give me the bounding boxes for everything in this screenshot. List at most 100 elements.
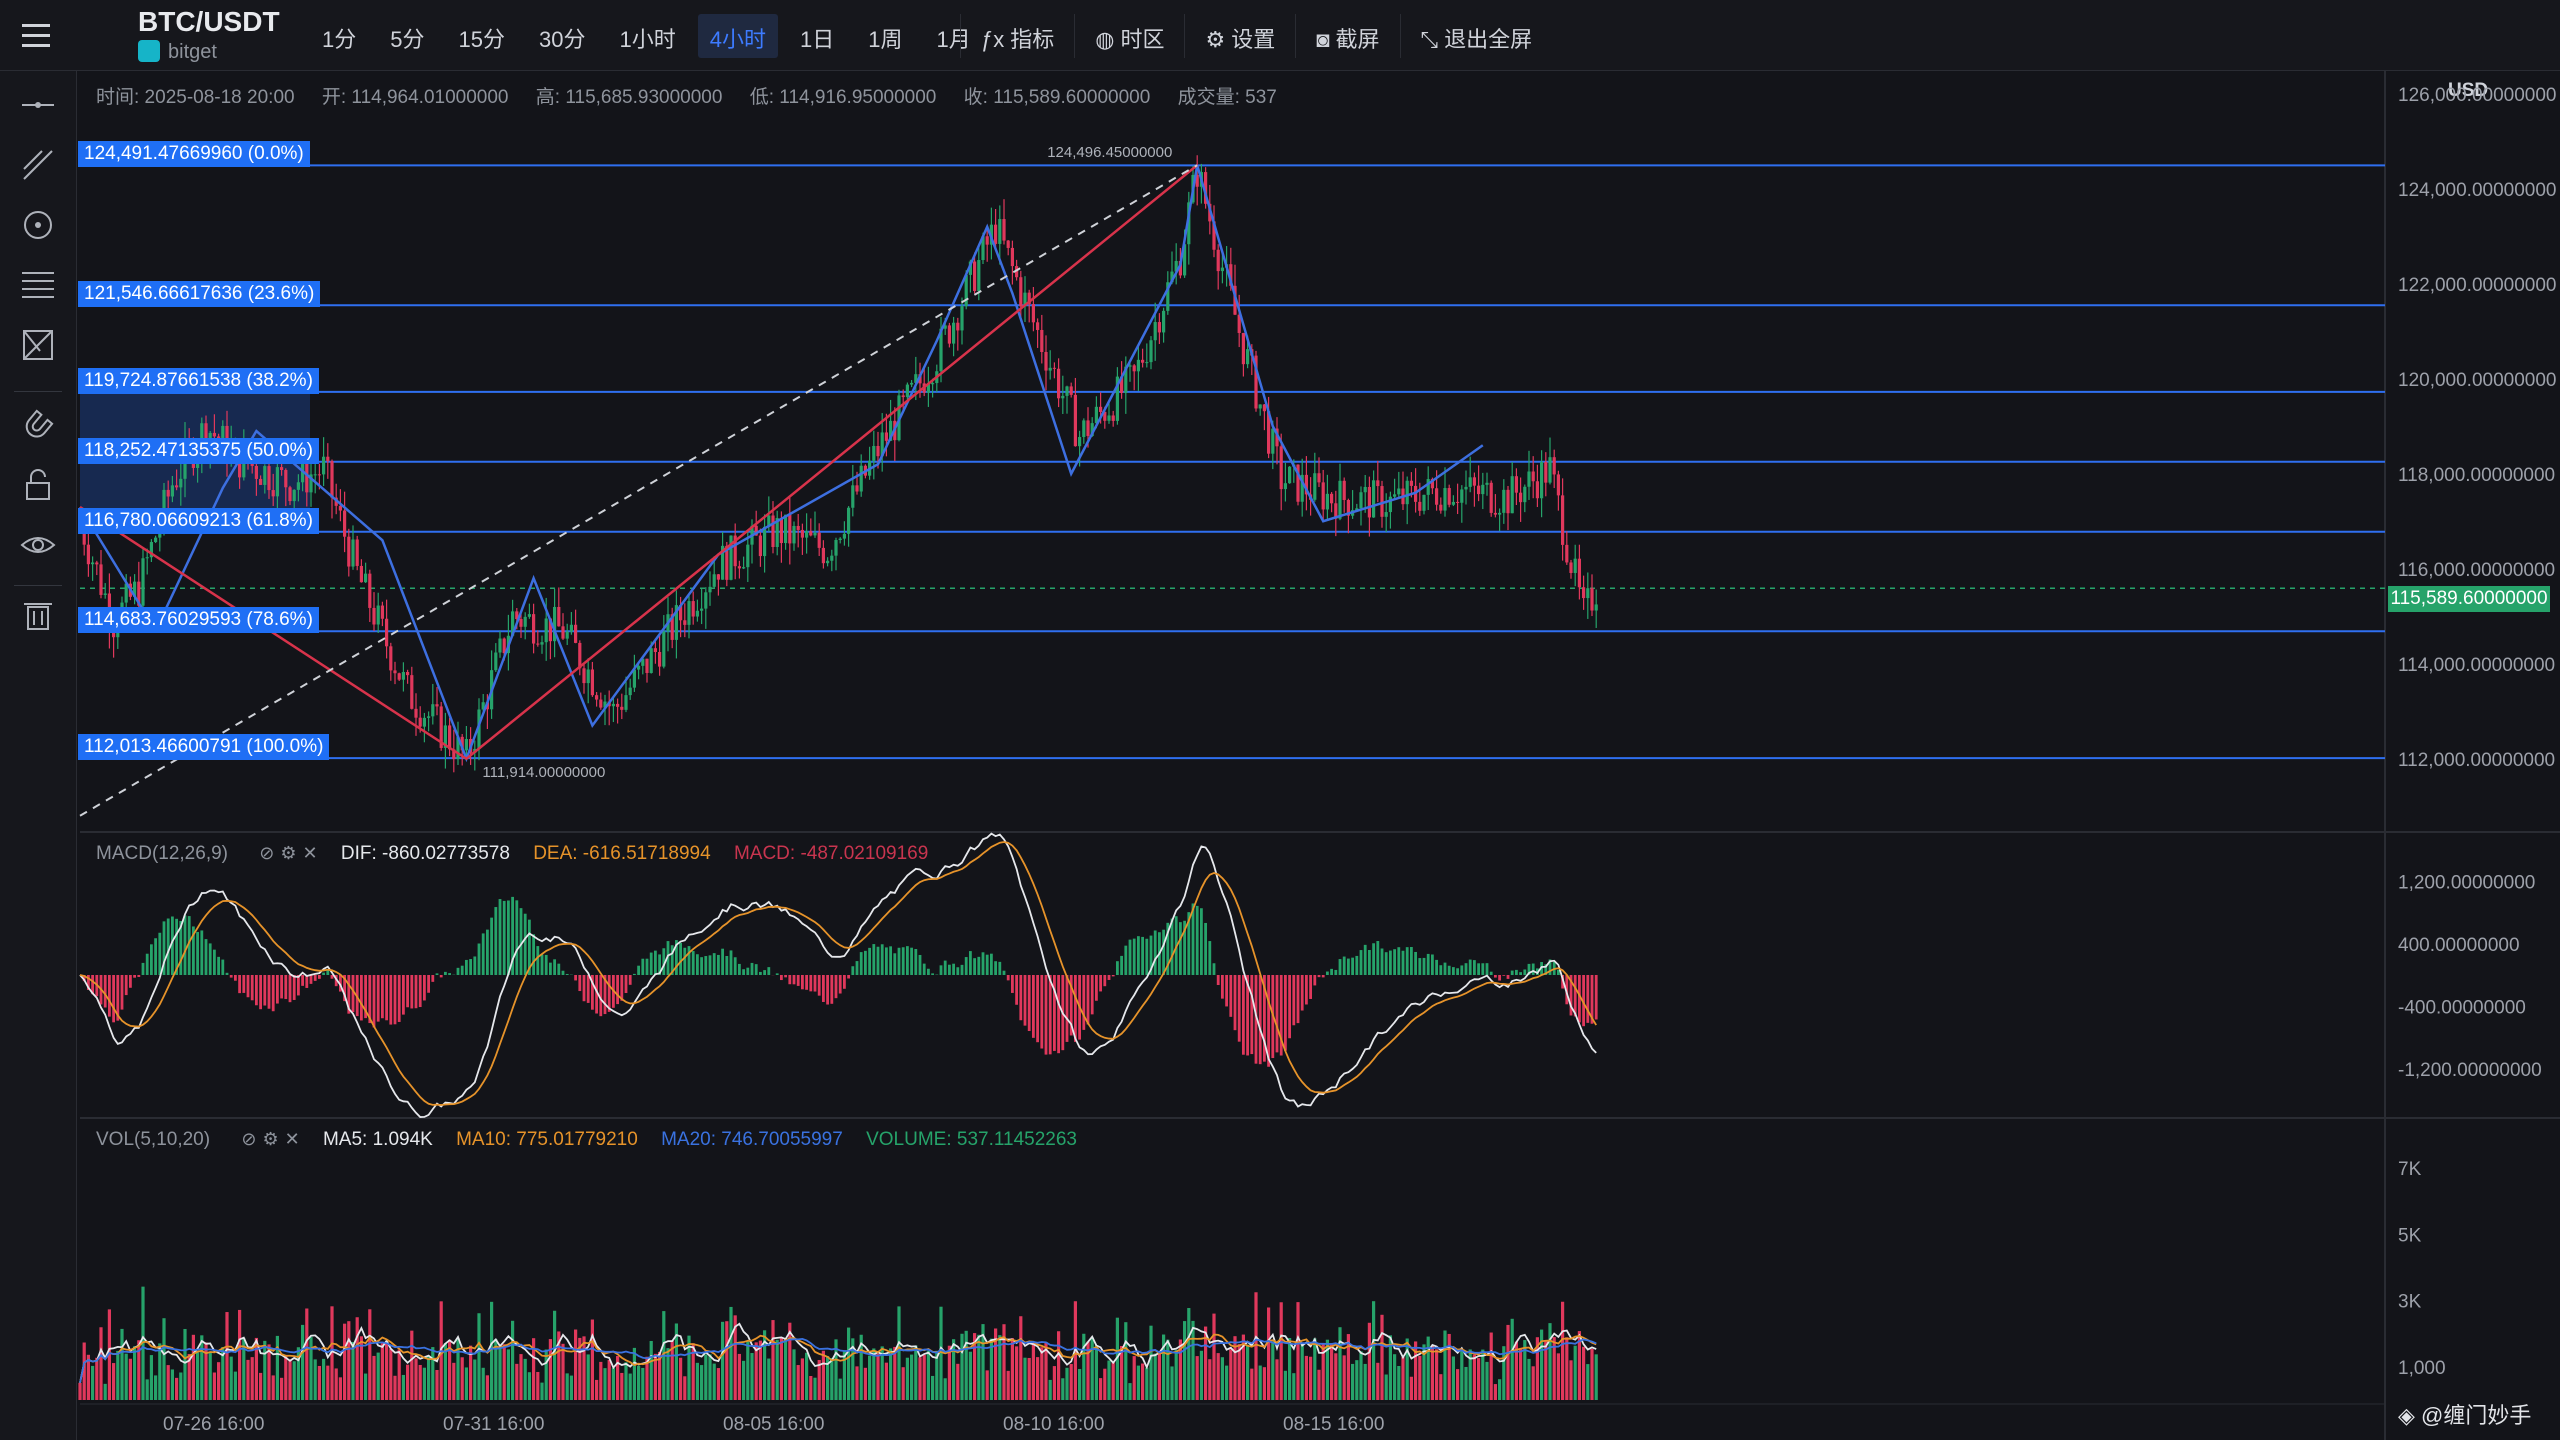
candle-body: [632, 669, 636, 688]
trend-line-icon[interactable]: [18, 145, 58, 185]
candle-body: [1351, 510, 1355, 516]
volume-bar: [763, 1330, 767, 1400]
candle-body: [897, 395, 901, 441]
gear-icon[interactable]: ⚙: [262, 1129, 279, 1149]
symbol-title[interactable]: BTC/USDT: [138, 6, 280, 37]
candle-body: [284, 470, 288, 488]
volume-bar: [666, 1348, 670, 1400]
gear-icon[interactable]: ⚙: [280, 843, 297, 863]
candle-body: [1271, 428, 1275, 454]
volume-bar: [548, 1339, 552, 1400]
tool-exit-fullscreen-button[interactable]: ⤡ 退出全屏: [1399, 14, 1553, 58]
volume-bar: [376, 1352, 380, 1400]
fib-label[interactable]: 116,780.06609213 (61.8%): [78, 507, 319, 534]
candle-body: [1015, 266, 1019, 278]
interval-5[interactable]: 4小时: [697, 14, 778, 58]
volume-bar: [691, 1343, 695, 1400]
candle-body: [1561, 495, 1565, 545]
watermark: ◈ @缠门妙手: [2398, 1398, 2531, 1430]
volume-bar: [779, 1338, 783, 1400]
macd-histogram-bar: [1103, 975, 1107, 987]
candle-body: [704, 592, 708, 609]
fib-label[interactable]: 118,252.47135375 (50.0%): [78, 437, 319, 464]
candle-body: [989, 224, 993, 245]
macd-histogram-bar: [1452, 967, 1455, 975]
tool-camera-button[interactable]: ◙ 截屏: [1295, 14, 1399, 58]
volume-bar: [813, 1377, 817, 1400]
volume-bar: [998, 1335, 1002, 1400]
vol-ma20: MA20: 746.70055997: [661, 1129, 843, 1150]
horizontal-line-icon[interactable]: [18, 85, 58, 125]
volume-bar: [620, 1372, 624, 1400]
vol-ma10: MA10: 775.01779210: [456, 1129, 638, 1150]
candle-body: [1414, 485, 1418, 502]
macd-histogram-bar: [931, 973, 934, 975]
volume-bar: [653, 1353, 657, 1400]
candle-body: [427, 716, 431, 718]
candle-body: [1514, 476, 1518, 493]
candle-body: [385, 618, 389, 647]
tool-indicator-button[interactable]: ƒx 指标: [960, 14, 1074, 58]
volume-bar: [628, 1373, 632, 1400]
candle-body: [842, 533, 846, 539]
candle-body: [485, 702, 489, 710]
unlock-icon[interactable]: [18, 465, 58, 505]
macd-histogram-bar: [1141, 936, 1144, 975]
macd-histogram-bar: [712, 953, 716, 975]
candle-body: [1309, 494, 1313, 500]
macd-histogram-bar: [1561, 975, 1564, 989]
interval-2[interactable]: 15分: [458, 27, 505, 52]
tool-timezone-globe-button[interactable]: ◍ 时区: [1074, 14, 1184, 58]
volume-bar: [95, 1357, 99, 1400]
close-icon[interactable]: ✕: [284, 1129, 300, 1149]
macd-histogram-bar: [1145, 938, 1149, 975]
macd-histogram-bar: [544, 954, 548, 975]
volume-bar: [742, 1360, 746, 1400]
volume-bar: [1325, 1339, 1329, 1400]
candle-body: [179, 478, 183, 488]
ohlc-open: 开: 114,964.01000000: [321, 87, 509, 108]
interval-6[interactable]: 1日: [799, 27, 835, 52]
candle-body: [1132, 365, 1136, 372]
macd-histogram-bar: [1132, 938, 1136, 975]
fib-label[interactable]: 119,724.87661538 (38.2%): [78, 367, 319, 394]
hide-icon[interactable]: ⊘: [259, 843, 275, 863]
hide-icon[interactable]: ⊘: [241, 1129, 257, 1149]
volume-bar: [1258, 1365, 1262, 1400]
macd-histogram-bar: [1594, 975, 1598, 1020]
interval-1[interactable]: 5分: [390, 27, 425, 52]
interval-4[interactable]: 1小时: [619, 27, 676, 52]
pattern-icon[interactable]: [18, 325, 58, 365]
volume-bar: [1036, 1357, 1040, 1400]
interval-3[interactable]: 30分: [538, 27, 586, 52]
fib-lines-icon[interactable]: [18, 265, 58, 305]
candle-body: [494, 652, 498, 671]
fib-label[interactable]: 124,491.47669960 (0.0%): [78, 141, 310, 168]
fib-label[interactable]: 114,683.76029593 (78.6%): [78, 607, 319, 634]
volume-bar: [1233, 1336, 1237, 1400]
interval-0[interactable]: 1分: [322, 27, 357, 52]
volume-bar: [1426, 1336, 1430, 1400]
interval-7[interactable]: 1周: [868, 27, 903, 52]
fib-label[interactable]: 112,013.46600791 (100.0%): [78, 734, 330, 761]
macd-histogram-bar: [696, 954, 699, 975]
candle-body: [368, 573, 372, 608]
macd-histogram-bar: [897, 947, 901, 975]
fib-label[interactable]: 121,546.66617636 (23.6%): [78, 281, 321, 308]
eye-icon[interactable]: [18, 525, 58, 565]
close-icon[interactable]: ✕: [302, 843, 318, 863]
macd-histogram-bar: [477, 943, 481, 975]
trash-icon[interactable]: [18, 595, 58, 635]
menu-icon[interactable]: [16, 18, 56, 54]
magnet-icon[interactable]: [18, 405, 58, 445]
tool-gear-button[interactable]: ⚙ 设置: [1184, 14, 1295, 58]
interval-8[interactable]: 1月: [936, 27, 971, 52]
volume-bar: [1481, 1349, 1485, 1400]
circle-icon[interactable]: [18, 205, 58, 245]
candle-body: [1258, 404, 1262, 409]
exchange-name: bitget: [168, 41, 217, 63]
volume-bar: [1208, 1359, 1212, 1400]
volume-bar: [830, 1358, 834, 1400]
candle-body: [414, 708, 418, 718]
